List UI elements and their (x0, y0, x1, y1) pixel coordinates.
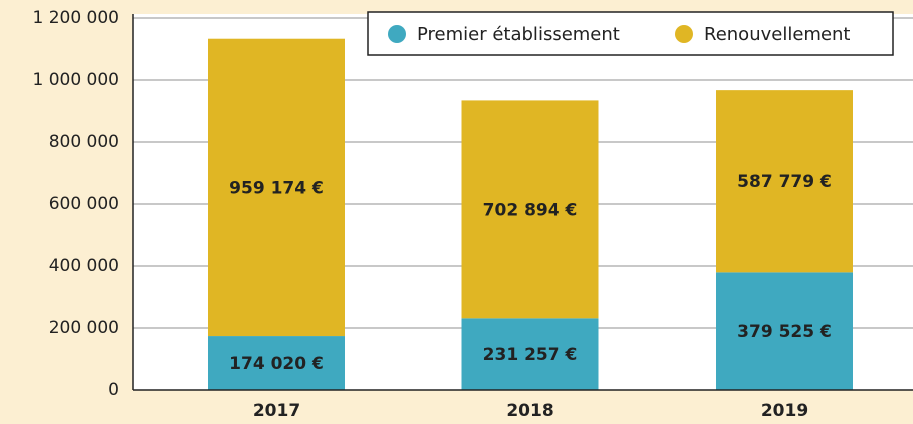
x-tick-label: 2019 (761, 401, 808, 421)
y-tick-label: 1 200 000 (32, 8, 119, 28)
bar-segment (208, 336, 345, 390)
bar-segment (716, 272, 853, 390)
value-label: 959 174 € (229, 178, 324, 198)
bar-segment (208, 38, 345, 337)
value-label: 379 525 € (737, 322, 832, 342)
value-label: 231 257 € (483, 345, 578, 365)
y-tick-label: 1 000 000 (32, 70, 119, 90)
value-label: 702 894 € (483, 200, 578, 220)
legend-swatch (388, 25, 406, 43)
value-label: 587 779 € (737, 172, 832, 192)
y-tick-label: 400 000 (49, 256, 119, 276)
y-tick-label: 200 000 (49, 318, 119, 338)
legend: Premier établissement Renouvellement (367, 11, 894, 56)
y-tick-label: 0 (108, 380, 119, 400)
value-label: 174 020 € (229, 354, 324, 374)
y-tick-label: 600 000 (49, 194, 119, 214)
x-tick-label: 2018 (506, 401, 553, 421)
bar-segment (461, 318, 599, 390)
bar-segment (461, 100, 599, 319)
legend-label: Premier établissement (417, 24, 620, 45)
bar-segment (716, 90, 853, 273)
legend-label: Renouvellement (704, 24, 850, 45)
legend-box (367, 11, 894, 56)
x-tick-label: 2017 (253, 401, 300, 421)
legend-swatch (675, 25, 693, 43)
y-tick-label: 800 000 (49, 132, 119, 152)
